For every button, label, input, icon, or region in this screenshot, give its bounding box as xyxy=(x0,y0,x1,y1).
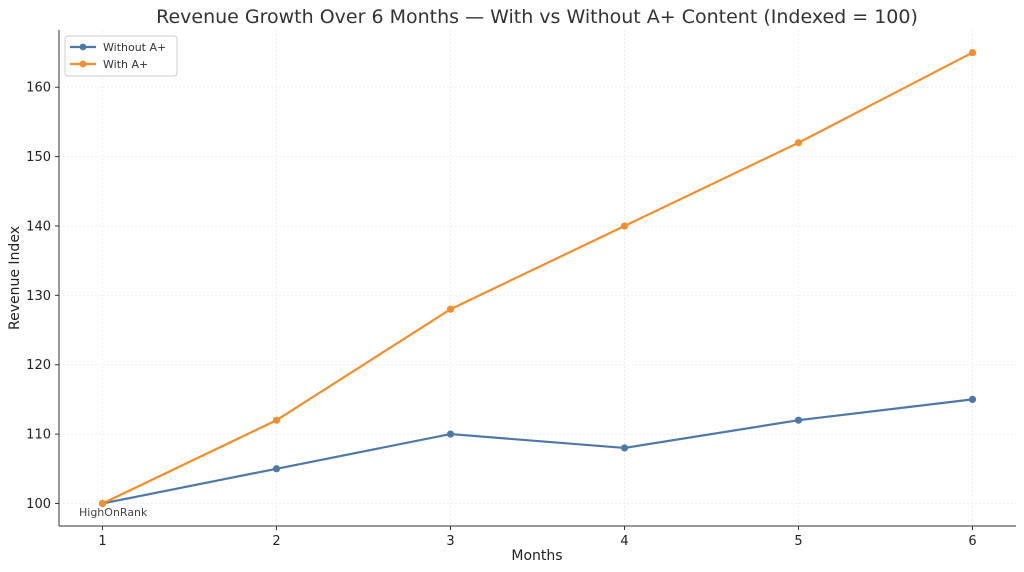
x-tick-label: 3 xyxy=(446,534,454,549)
y-tick-label: 150 xyxy=(26,150,51,165)
y-tick-label: 120 xyxy=(26,358,51,373)
y-tick-label: 110 xyxy=(26,428,51,443)
x-tick-label: 2 xyxy=(272,534,280,549)
data-point-with-a xyxy=(98,499,107,508)
y-axis-label: Revenue Index xyxy=(7,226,23,330)
data-point-with-a xyxy=(968,48,977,57)
legend-entry-label: Without A+ xyxy=(103,41,166,54)
x-tick-label: 1 xyxy=(98,534,106,549)
series-line-with-a xyxy=(102,51,974,505)
watermark-annotation: HighOnRank xyxy=(79,506,148,519)
series-group xyxy=(98,48,977,508)
data-point-with-a xyxy=(794,139,803,147)
data-point-without-a xyxy=(968,395,977,403)
data-point-with-a xyxy=(272,416,281,424)
x-tick-label: 5 xyxy=(794,534,802,549)
chart-title: Revenue Growth Over 6 Months — With vs W… xyxy=(156,6,918,28)
grid-lines xyxy=(59,30,1016,526)
y-tick-label: 100 xyxy=(26,497,51,512)
legend-swatch-marker xyxy=(79,60,87,68)
data-point-with-a xyxy=(446,305,455,313)
legend-swatch-marker xyxy=(79,43,87,51)
x-axis-label: Months xyxy=(511,548,562,564)
legend: Without A+ With A+ xyxy=(64,35,178,77)
data-point-without-a xyxy=(446,430,455,438)
legend-entry-label: With A+ xyxy=(103,58,148,71)
y-tick-label: 130 xyxy=(26,289,51,304)
x-tick-label: 6 xyxy=(968,534,976,549)
data-point-without-a xyxy=(620,444,629,452)
x-tick-label: 4 xyxy=(620,534,628,549)
series-line-without-a xyxy=(102,398,973,505)
data-point-without-a xyxy=(794,416,803,424)
data-point-without-a xyxy=(272,465,281,473)
y-tick-label: 140 xyxy=(26,219,51,234)
data-point-with-a xyxy=(620,222,629,230)
axis-ticks: 100 110 120 130 140 150 160 1 2 3 4 5 6 xyxy=(26,81,976,549)
y-tick-label: 160 xyxy=(26,81,51,96)
